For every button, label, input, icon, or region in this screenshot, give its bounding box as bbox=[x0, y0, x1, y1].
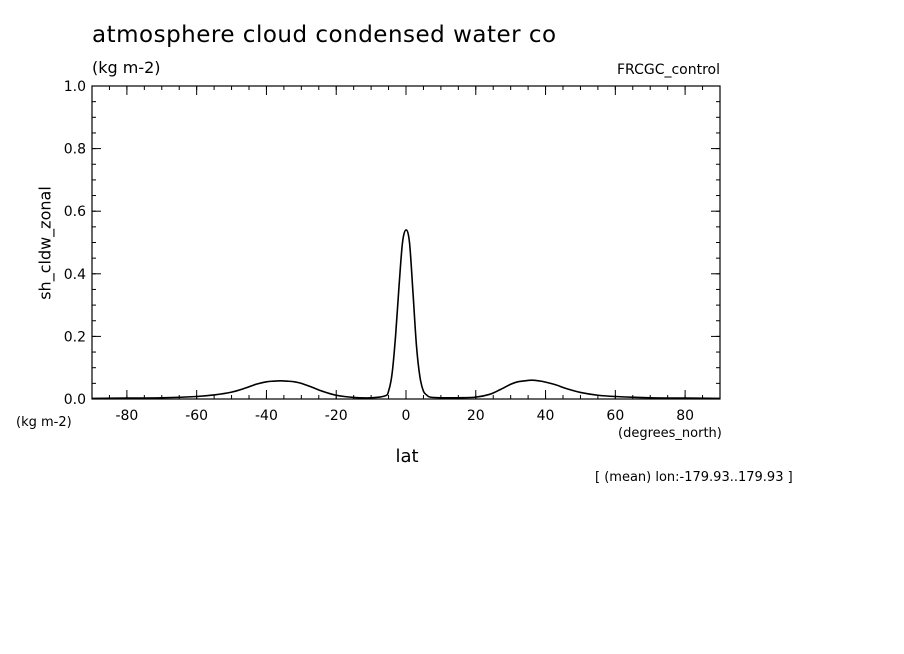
chart-units-label: (kg m-2) bbox=[92, 58, 161, 77]
plot-frame bbox=[91, 85, 721, 400]
x-tick-label: 0 bbox=[402, 408, 411, 424]
x-tick-label: 20 bbox=[467, 408, 485, 424]
dataset-label: FRCGC_control bbox=[616, 62, 720, 78]
y-tick-label: 0.6 bbox=[64, 204, 86, 220]
y-axis-units: (kg m-2) bbox=[16, 415, 72, 430]
x-axis-units: (degrees_north) bbox=[618, 426, 722, 441]
x-tick-label: -60 bbox=[185, 408, 208, 424]
x-tick-label: 80 bbox=[676, 408, 694, 424]
averaging-note: [ (mean) lon:-179.93..179.93 ] bbox=[595, 470, 793, 485]
y-tick-label: 0.2 bbox=[64, 329, 86, 345]
x-tick-label: -40 bbox=[255, 408, 278, 424]
tick-labels: -80 -60 -40 -20 0 20 40 60 80 0.0 0.2 0.4 0.6 0.8 1.0 bbox=[64, 79, 694, 424]
x-tick-label: -80 bbox=[115, 408, 138, 424]
axis-ticks bbox=[92, 85, 720, 400]
y-tick-label: 0.8 bbox=[64, 142, 86, 158]
x-tick-label: 60 bbox=[606, 408, 624, 424]
x-tick-label: 40 bbox=[537, 408, 555, 424]
x-tick-label: -20 bbox=[325, 408, 348, 424]
y-tick-label: 0.4 bbox=[64, 267, 86, 283]
x-axis-label: lat bbox=[395, 446, 419, 467]
y-tick-label: 1.0 bbox=[64, 79, 86, 95]
y-tick-label: 0.0 bbox=[64, 392, 86, 408]
series-line bbox=[91, 229, 721, 400]
chart-title: atmosphere cloud condensed water co bbox=[92, 22, 557, 48]
